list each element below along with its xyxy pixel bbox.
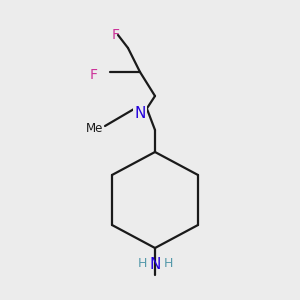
Text: F: F bbox=[112, 28, 120, 42]
Text: H: H bbox=[137, 257, 147, 270]
Text: H: H bbox=[163, 257, 173, 270]
Text: Me: Me bbox=[85, 122, 103, 134]
Text: F: F bbox=[90, 68, 98, 82]
Text: N: N bbox=[149, 257, 161, 272]
Text: N: N bbox=[134, 106, 146, 121]
